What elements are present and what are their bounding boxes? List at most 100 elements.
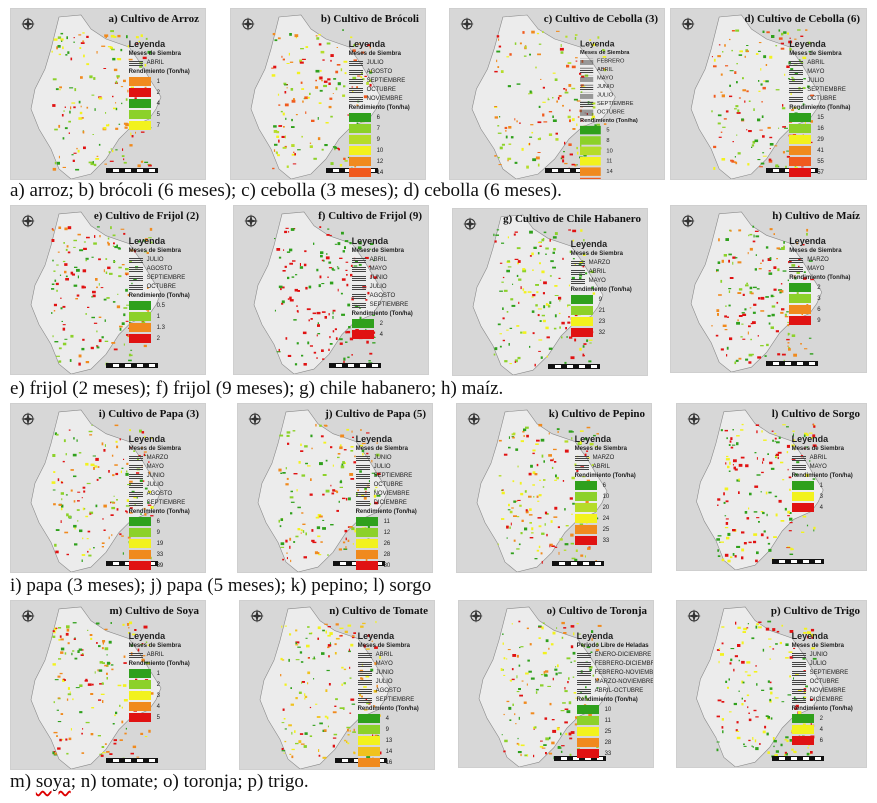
legend-month-item: MARZO [570,258,632,267]
crop-patch [496,59,498,63]
panel-title: n) Cultivo de Tomate [329,605,428,617]
crop-patch [721,726,724,729]
hatch-pattern-icon [348,77,363,84]
crop-patch [334,705,337,707]
crop-patch [517,356,521,360]
crop-patch [726,346,729,350]
crop-patch [810,751,813,754]
crop-patch [592,292,596,295]
crop-patch [359,444,363,447]
yield-swatch [791,714,814,723]
crop-patch [142,56,147,60]
crop-patch [340,479,342,482]
crop-patch [588,714,592,717]
crop-patch [756,517,760,519]
crop-patch [568,701,572,705]
crop-patch [331,492,335,495]
crop-patch [740,456,745,459]
crop-patch [58,360,62,363]
hatch-pattern-icon [791,454,806,461]
crop-patch [112,149,114,153]
crop-patch [112,95,114,98]
crop-patch [547,97,549,101]
crop-patch [756,623,759,626]
panel-title: c) Cultivo de Cebolla (3) [543,13,658,25]
crop-patch [135,131,136,134]
crop-patch [538,525,542,528]
crop-patch [369,46,371,49]
legend: Leyenda Meses de Siembra MARZO MAYO Rendimie… [789,236,850,326]
crop-patch [351,297,354,301]
crop-patch [797,29,801,31]
crop-patch [519,646,521,649]
crop-patch [790,93,792,95]
legend-month-item: SEPTIEMBRE [579,99,638,107]
crop-patch [777,268,780,272]
crop-patch [736,736,741,740]
crop-patch [289,545,291,549]
crop-patch [327,644,332,647]
crop-patch [70,334,74,338]
crop-patch [576,748,580,750]
crop-patch [287,298,290,300]
yield-swatch [348,135,371,144]
crop-patch [509,363,512,365]
crop-patch [74,637,76,639]
yield-swatch [357,758,380,767]
crop-patch [770,326,774,329]
crop-patch [809,698,813,701]
crop-patch [104,628,108,631]
crop-patch [119,438,121,441]
crop-patch [120,48,123,52]
crop-patch [586,646,591,649]
crop-patch [110,501,112,504]
crop-patch [82,486,86,489]
crop-patch [273,130,278,133]
crop-patch [352,543,354,545]
yield-heading: Rendimiento (Ton/ha) [348,105,410,111]
hatch-pattern-icon [579,58,593,65]
legend-month-label: ABRIL [596,66,613,73]
legend-yield-item: 24 [574,513,636,524]
crop-patch [522,31,525,34]
crop-patch [334,148,336,151]
crop-patch [359,693,362,697]
legend-month-label: FEBRERO-NOVIEMBRE [594,669,654,676]
crop-patch [569,497,573,500]
crop-patch [336,47,338,48]
crop-patch [535,156,540,160]
crop-patch [520,744,525,747]
crop-patch [134,250,136,253]
legend-heading: Leyenda [128,631,166,641]
crop-patch [744,700,746,702]
crop-patch [77,520,79,522]
crop-patch [522,430,525,433]
crop-patch [341,313,345,316]
crop-patch [535,304,538,307]
crop-patch [506,329,509,331]
legend-heading: Leyenda [128,236,166,246]
crop-patch [295,641,300,644]
crop-patch [342,541,346,544]
crop-patch [76,439,78,442]
crop-patch [572,128,576,130]
map-panel: m) Cultivo de Soya Leyenda Meses de Siembr… [10,600,206,770]
crop-patch [785,736,789,739]
crop-patch [306,644,310,648]
crop-patch [497,156,500,159]
crop-patch [364,487,367,490]
crop-patch [351,635,355,639]
crop-patch [285,337,288,340]
map-panel: p) Cultivo de Trigo Leyenda Meses de Siemb… [676,600,867,768]
crop-patch [533,246,537,249]
crop-patch [147,504,152,506]
yield-heading: Rendimiento (Ton/ha) [355,509,417,515]
crop-patch [75,687,80,689]
crop-patch [752,321,756,324]
crop-patch [325,689,328,692]
crop-patch [305,462,308,465]
legend-yield-item: 9 [357,724,419,735]
crop-patch [291,755,294,759]
crop-patch [508,343,510,346]
crop-patch [738,315,743,317]
